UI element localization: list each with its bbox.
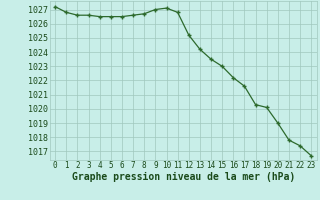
X-axis label: Graphe pression niveau de la mer (hPa): Graphe pression niveau de la mer (hPa) <box>72 172 295 182</box>
